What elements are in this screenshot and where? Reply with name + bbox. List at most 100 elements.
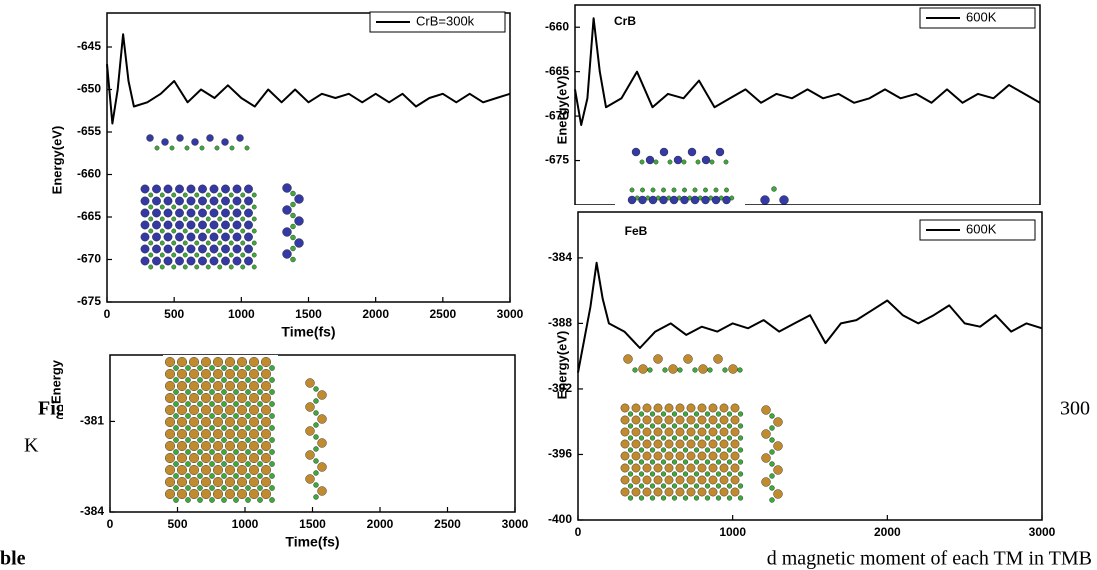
x-tick-label: 500 bbox=[167, 517, 187, 531]
atom bbox=[159, 204, 165, 210]
atom bbox=[152, 184, 161, 194]
atom bbox=[197, 449, 203, 455]
atom bbox=[197, 497, 203, 503]
atom bbox=[164, 453, 175, 464]
atom bbox=[197, 413, 203, 419]
atom bbox=[233, 377, 239, 383]
atom bbox=[188, 405, 199, 416]
atom bbox=[282, 249, 292, 259]
atom bbox=[627, 447, 634, 453]
atom bbox=[233, 485, 239, 491]
x-tick-label: 2000 bbox=[367, 517, 394, 531]
atom bbox=[627, 471, 634, 477]
atom bbox=[221, 437, 227, 443]
atom bbox=[248, 441, 259, 452]
atom bbox=[726, 483, 733, 489]
atom bbox=[671, 435, 678, 441]
atom bbox=[245, 425, 251, 431]
atom bbox=[305, 378, 315, 388]
atom bbox=[660, 459, 667, 465]
atom bbox=[704, 423, 711, 429]
atom bbox=[185, 449, 191, 455]
atom bbox=[722, 195, 731, 205]
atom bbox=[675, 451, 685, 461]
atom bbox=[257, 401, 263, 407]
atom bbox=[773, 441, 783, 451]
energy-line bbox=[106, 33, 511, 125]
atom bbox=[686, 451, 696, 461]
y-tick-label: -655 bbox=[77, 124, 101, 138]
legend-label: 600K bbox=[966, 221, 997, 236]
atom bbox=[769, 425, 775, 431]
atom bbox=[188, 381, 199, 392]
atom bbox=[217, 252, 223, 258]
atom bbox=[723, 159, 729, 165]
atom bbox=[305, 402, 315, 412]
atom bbox=[212, 393, 223, 404]
atom bbox=[257, 461, 263, 467]
atom bbox=[719, 487, 729, 497]
atom bbox=[221, 256, 230, 266]
atom bbox=[693, 471, 700, 477]
atom bbox=[653, 159, 659, 165]
atom bbox=[682, 483, 689, 489]
atom bbox=[251, 216, 257, 222]
atom bbox=[704, 459, 711, 465]
atom bbox=[642, 475, 652, 485]
atom bbox=[257, 473, 263, 479]
atom bbox=[719, 403, 729, 413]
atom bbox=[675, 463, 685, 473]
atom bbox=[182, 240, 188, 246]
atom bbox=[697, 487, 707, 497]
atom bbox=[660, 471, 667, 477]
atom bbox=[761, 477, 771, 487]
atom bbox=[176, 417, 187, 428]
atom bbox=[673, 155, 683, 165]
atom bbox=[671, 459, 678, 465]
atom bbox=[182, 252, 188, 258]
atom bbox=[152, 232, 161, 242]
atom bbox=[773, 417, 783, 427]
atom bbox=[660, 495, 667, 501]
atom bbox=[163, 244, 173, 254]
atom bbox=[313, 482, 319, 488]
atom bbox=[244, 256, 253, 266]
atom bbox=[664, 415, 674, 425]
y-tick-label: -665 bbox=[77, 209, 101, 223]
atom bbox=[715, 423, 722, 429]
atom bbox=[209, 413, 215, 419]
atom bbox=[224, 357, 235, 368]
atom bbox=[200, 453, 211, 464]
atom bbox=[163, 196, 173, 206]
x-tick-label: 3000 bbox=[497, 307, 524, 321]
atom bbox=[682, 447, 689, 453]
atom bbox=[682, 411, 689, 417]
atom bbox=[185, 473, 191, 479]
atom bbox=[773, 489, 783, 499]
atom bbox=[198, 208, 207, 218]
atom bbox=[682, 459, 689, 465]
atom bbox=[212, 453, 223, 464]
atom bbox=[693, 483, 700, 489]
y-axis-label: Energy(eV) bbox=[554, 331, 569, 400]
atom bbox=[188, 369, 199, 380]
atom bbox=[269, 473, 275, 479]
atom bbox=[228, 192, 234, 198]
atom bbox=[671, 187, 677, 193]
atom bbox=[164, 441, 175, 452]
atom bbox=[173, 497, 179, 503]
y-tick-label: -388 bbox=[548, 316, 572, 330]
atom bbox=[224, 477, 235, 488]
atom bbox=[649, 411, 656, 417]
y-axis-label: Energy(eV) bbox=[49, 126, 64, 195]
atom bbox=[140, 196, 150, 206]
y-tick-label: -645 bbox=[77, 39, 101, 53]
atom bbox=[244, 244, 253, 254]
atom bbox=[186, 244, 196, 254]
atom bbox=[209, 437, 215, 443]
atom bbox=[708, 463, 718, 473]
y-tick-label: -660 bbox=[545, 19, 569, 33]
atom bbox=[209, 256, 219, 266]
atom bbox=[282, 227, 292, 237]
atom bbox=[697, 415, 707, 425]
